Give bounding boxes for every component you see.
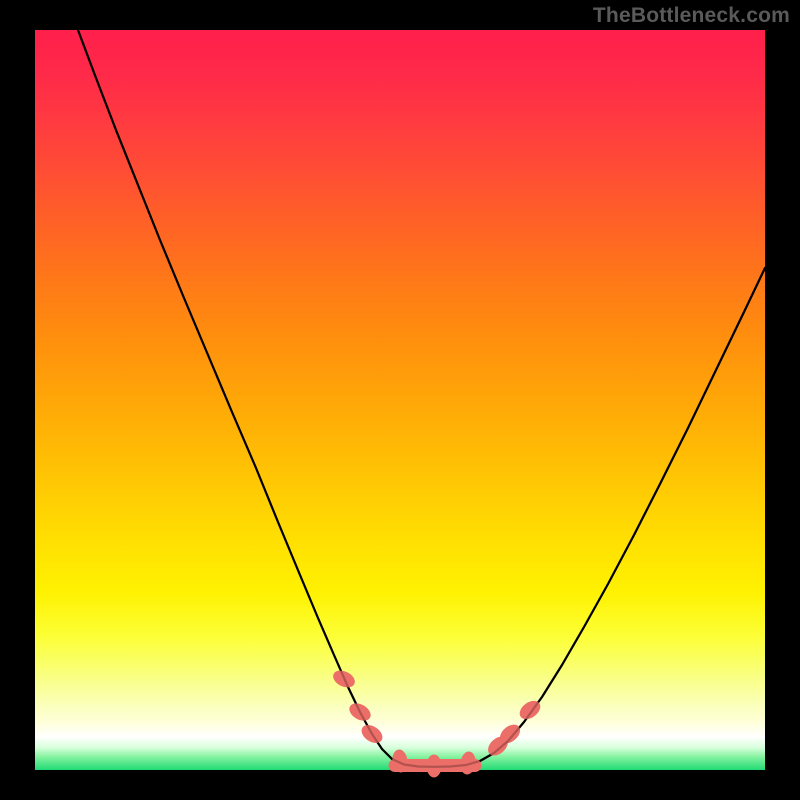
chart-canvas: [0, 0, 800, 800]
chart-svg: [0, 0, 800, 800]
watermark-text: TheBottleneck.com: [593, 4, 790, 28]
chart-root: TheBottleneck.com: [0, 0, 800, 800]
gradient-plot: [35, 30, 765, 770]
